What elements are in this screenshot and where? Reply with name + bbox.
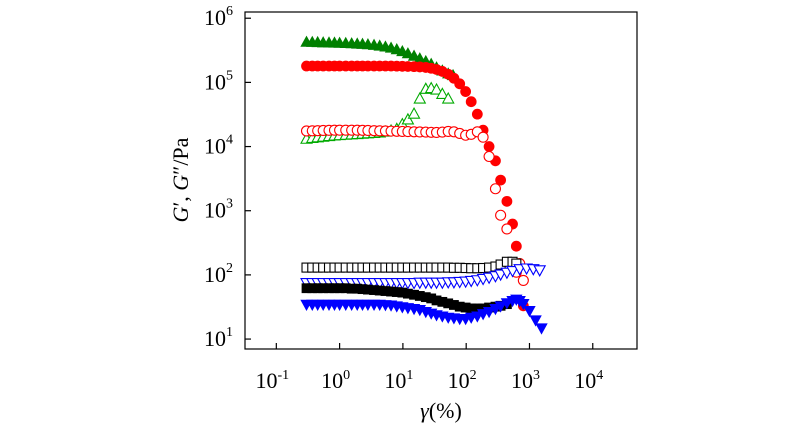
data-point bbox=[454, 78, 466, 90]
x-tick-label: 10-1 bbox=[255, 368, 289, 393]
data-point bbox=[471, 108, 483, 120]
y-axis-title: G′, G″/Pa bbox=[168, 137, 193, 222]
y-tick-label: 104 bbox=[204, 133, 233, 159]
data-point bbox=[506, 265, 519, 278]
y-tick-label: 105 bbox=[204, 68, 233, 94]
data-point bbox=[477, 131, 489, 143]
data-point bbox=[430, 82, 443, 95]
data-point bbox=[401, 112, 415, 125]
series-blue-G-prime bbox=[300, 294, 548, 335]
data-point bbox=[482, 306, 496, 319]
data-point bbox=[483, 141, 495, 152]
y-axis-ticks: 101 102 103 104 105 106 bbox=[204, 4, 251, 351]
data-point bbox=[441, 91, 455, 104]
series-red-G-double-prime bbox=[300, 124, 529, 286]
y-tick-label: 106 bbox=[204, 4, 233, 30]
data-point bbox=[495, 209, 507, 221]
data-point bbox=[435, 87, 449, 99]
data-point bbox=[494, 301, 507, 313]
x-tick-label: 102 bbox=[448, 368, 477, 393]
data-point bbox=[517, 274, 529, 286]
data-point bbox=[523, 305, 536, 318]
data-point bbox=[401, 47, 415, 59]
x-axis-title: γ(%) bbox=[420, 398, 462, 423]
data-point bbox=[495, 174, 507, 186]
x-tick-label: 101 bbox=[384, 368, 413, 393]
y-tick-label: 101 bbox=[204, 325, 233, 351]
data-point bbox=[529, 315, 542, 327]
data-point bbox=[483, 150, 495, 163]
x-tick-label: 104 bbox=[574, 368, 603, 393]
plot-area-frame bbox=[244, 11, 638, 350]
series-red-G-prime bbox=[301, 60, 529, 312]
data-point bbox=[489, 183, 501, 195]
data-series bbox=[300, 35, 548, 335]
data-point bbox=[465, 96, 477, 108]
y-tick-label: 102 bbox=[204, 261, 233, 287]
x-axis-ticks: 10-1 100 101 102 103 104 bbox=[255, 343, 603, 393]
y-tick-label: 103 bbox=[204, 197, 233, 223]
x-tick-label: 103 bbox=[511, 368, 540, 393]
data-point bbox=[535, 323, 548, 335]
series-black-G-double-prime bbox=[301, 256, 522, 274]
data-point bbox=[533, 265, 547, 277]
data-point bbox=[407, 106, 421, 119]
data-point bbox=[501, 195, 513, 207]
data-point bbox=[460, 86, 472, 97]
data-point bbox=[510, 240, 522, 252]
data-point bbox=[413, 91, 427, 104]
data-point bbox=[517, 298, 530, 311]
data-point bbox=[501, 223, 513, 235]
x-tick-label: 100 bbox=[321, 368, 350, 393]
